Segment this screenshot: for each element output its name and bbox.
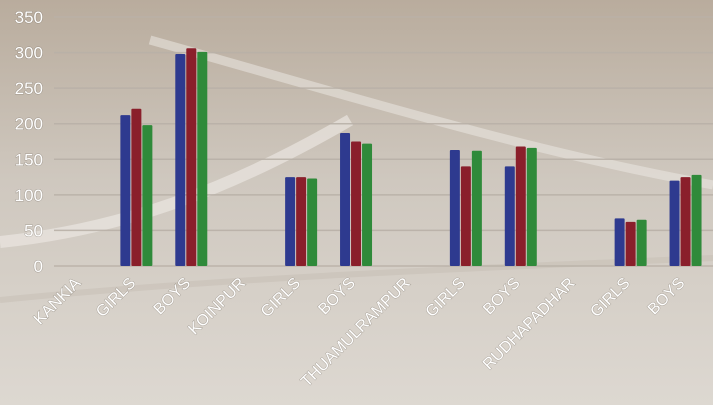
x-tick-label: GIRLS	[423, 275, 469, 321]
bar	[691, 174, 702, 266]
y-axis: 0 50 100 150 200 250 300 350	[14, 8, 43, 277]
bar	[285, 177, 296, 266]
bar	[625, 221, 636, 266]
bar	[307, 178, 318, 266]
x-tick-label: BOYS	[315, 275, 358, 318]
y-tick-label: 0	[34, 257, 43, 276]
x-tick-label: GIRLS	[258, 275, 304, 321]
bar	[296, 177, 307, 266]
bar	[526, 147, 537, 266]
bar	[351, 141, 362, 266]
bar	[515, 146, 526, 266]
x-tick-label: GIRLS	[93, 275, 139, 321]
bar	[197, 51, 208, 266]
bars	[120, 48, 702, 266]
bar	[669, 180, 680, 266]
y-tick-label: 100	[15, 186, 43, 205]
bar	[340, 132, 351, 266]
y-tick-label: 300	[15, 44, 43, 63]
bar	[449, 150, 460, 266]
x-tick-label: GIRLS	[587, 275, 633, 321]
x-tick-label: BOYS	[151, 275, 194, 318]
bar	[636, 219, 647, 266]
bar	[186, 48, 197, 266]
bar	[120, 115, 131, 266]
bar	[460, 166, 471, 266]
y-tick-label: 200	[15, 115, 43, 134]
bar	[142, 125, 153, 266]
x-tick-label: KANKIA	[31, 275, 85, 329]
y-tick-label: 350	[15, 8, 43, 27]
x-tick-label: BOYS	[645, 275, 688, 318]
x-tick-label: THUAMULRAMPUR	[298, 275, 414, 391]
y-tick-label: 150	[15, 150, 43, 169]
bar	[362, 143, 373, 266]
bar	[175, 53, 186, 266]
bar	[471, 150, 482, 266]
bar	[131, 108, 142, 266]
x-tick-label: KOINPUR	[185, 275, 249, 339]
bar	[614, 218, 625, 266]
x-tick-label: BOYS	[480, 275, 523, 318]
gridlines	[54, 16, 713, 267]
x-tick-label: RUDHAPADHAR	[480, 275, 579, 374]
bar	[680, 177, 691, 266]
y-tick-label: 50	[24, 221, 43, 240]
bar	[504, 166, 515, 266]
y-tick-label: 250	[15, 79, 43, 98]
